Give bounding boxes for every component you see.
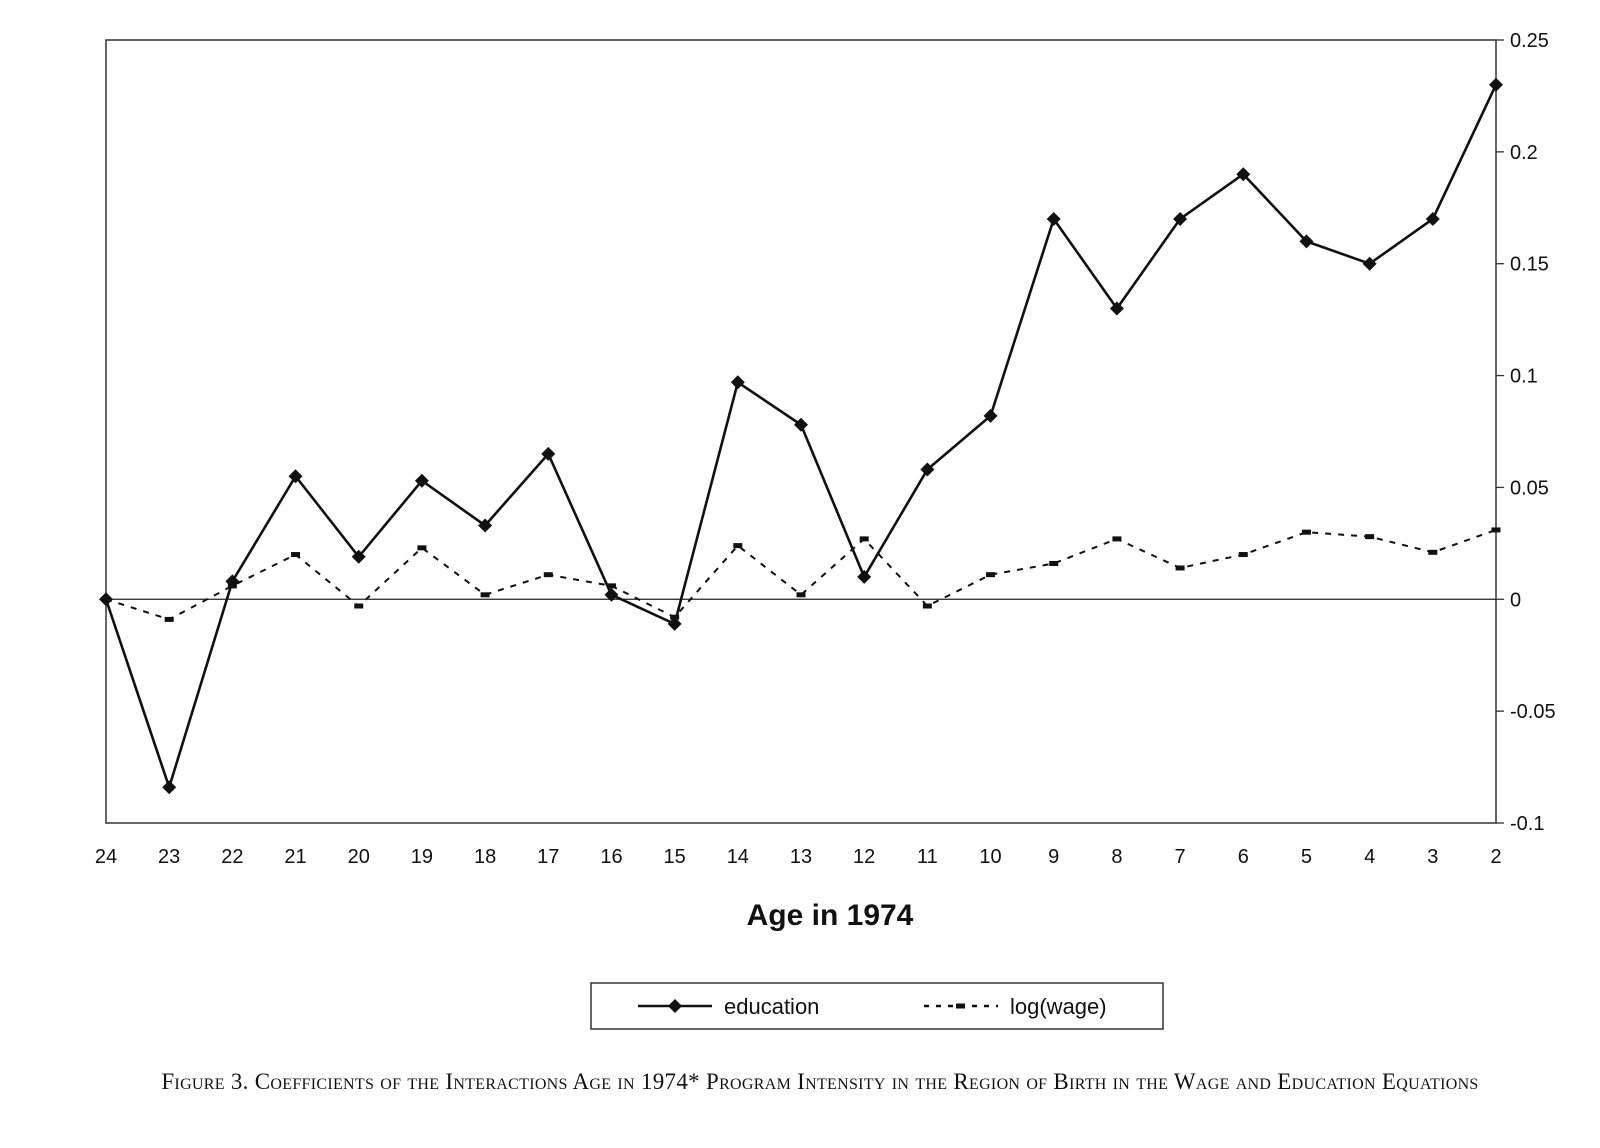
x-tick-label: 13 [790,846,812,868]
x-tick-label: 5 [1301,846,1312,868]
log-wage-point [1301,529,1311,535]
log-wage-point [1112,536,1122,542]
series-line-log-wage [105,528,1497,621]
legend-education-marker [668,999,682,1013]
education-point [288,469,303,484]
log-wage-point [101,596,111,602]
x-tick-label: 10 [979,846,1001,868]
education-point [541,446,556,461]
education-point [857,569,872,584]
log-wage-point [922,603,932,609]
legend-logwage-marker [956,1003,965,1009]
x-tick-label: 19 [411,846,433,868]
log-wage-point [417,545,427,551]
education-point [1425,211,1440,226]
log-wage-point [1238,552,1248,558]
series-layer [99,77,1503,795]
log-wage-point [164,616,174,622]
y-tick-label: -0.1 [1510,813,1544,835]
log-wage-point [670,614,680,620]
log-wage-point [796,592,806,598]
education-point [1362,256,1377,271]
y-tick-label: 0.25 [1510,30,1549,52]
x-tick-label: 4 [1364,846,1375,868]
education-point [351,549,366,564]
x-tick-label: 23 [158,846,180,868]
y-tick-label: 0.15 [1510,254,1549,276]
y-tick-label: 0 [1510,589,1521,611]
education-point [1236,167,1251,182]
log-wage-point [1175,565,1185,571]
x-tick-label: 17 [537,846,559,868]
log-wage-point [354,603,364,609]
x-tick-label: 15 [664,846,686,868]
education-point [730,375,745,390]
x-tick-label: 6 [1238,846,1249,868]
log-wage-point [1365,534,1375,540]
education-point [1173,211,1188,226]
x-axis-title: Age in 1974 [747,899,914,932]
education-point [1299,234,1314,249]
x-tick-label: 14 [727,846,749,868]
log-wage-point [859,536,869,542]
x-tick-label: 7 [1175,846,1186,868]
log-wage-point [606,583,616,589]
education-point [667,616,682,631]
education-point [1109,301,1124,316]
x-tick-label: 22 [221,846,243,868]
y-tick-label: 0.1 [1510,366,1538,388]
log-wage-point [1428,549,1438,555]
log-wage-point [543,572,553,578]
y-tick-label: 0.2 [1510,142,1538,164]
x-axis: 24 23 22 21 20 19 18 17 16 15 14 13 12 11 10 9 8 7 6 5 4 3 2 [95,846,1502,868]
line-chart: 0.250.20.150.10.050-0.05-0.1 24 23 22 21 20 1… [95,30,1556,1030]
education-point [162,780,177,795]
x-tick-label: 2 [1490,846,1501,868]
series-line-education [104,84,1498,792]
education-point [414,473,429,488]
x-tick-label: 20 [348,846,370,868]
education-point [920,462,935,477]
x-tick-label: 11 [917,846,938,868]
log-wage-point [1049,560,1059,566]
x-tick-label: 21 [284,846,306,868]
log-wage-point [1491,527,1501,533]
log-wage-point [291,552,301,558]
log-wage-point [480,592,490,598]
legend: education log(wage) [590,982,1164,1030]
plot-area-frame [105,39,1497,824]
x-tick-label: 3 [1427,846,1438,868]
y-tick-label: 0.05 [1510,477,1549,499]
x-tick-label: 9 [1048,846,1059,868]
y-tick-label: -0.05 [1510,701,1556,723]
education-point [983,408,998,423]
legend-logwage-label: log(wage) [1010,994,1107,1019]
figure-caption: Figure 3. Coefficients of the Interactio… [161,1069,1479,1094]
log-wage-point [733,543,743,549]
x-tick-label: 12 [853,846,875,868]
x-tick-label: 8 [1111,846,1122,868]
x-tick-label: 24 [95,846,117,868]
x-tick-label: 18 [474,846,496,868]
log-wage-point [227,583,237,589]
education-point [794,417,808,432]
education-point [478,518,493,533]
x-tick-label: 16 [600,846,622,868]
education-point [1489,77,1503,92]
log-wage-point [986,572,996,578]
y-axis: 0.25 0.2 0.15 0.1 0.05 0 -0.05 -0.1 [1496,30,1556,835]
education-point [1046,211,1061,226]
legend-education-label: education [724,994,819,1019]
education-point [604,587,619,602]
